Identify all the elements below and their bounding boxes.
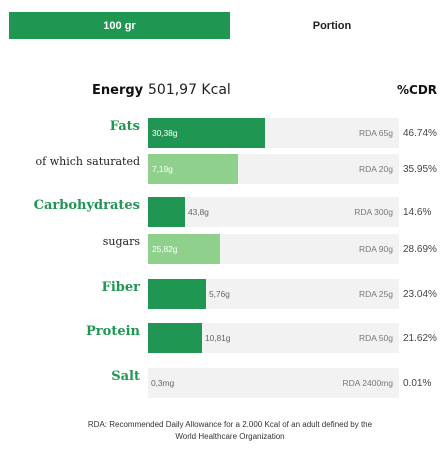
nutrient-label: of which saturated [35,155,140,168]
nutrient-bar-fill [148,154,238,184]
nutrient-label: sugars [102,235,140,248]
nutrient-label: Carbohydrates [33,198,140,213]
nutrient-amount: 43,8g [188,207,209,217]
nutrient-amount: 10,81g [205,333,231,343]
nutrient-bar-track: 5,76g RDA 25g [148,279,399,309]
nutrient-label: Fiber [101,280,140,295]
nutrient-amount: 30,38g [152,128,178,138]
energy-label: Energy [92,83,144,98]
nutrient-cdr-percent: 28.69% [403,243,437,255]
nutrient-row: Fiber 5,76g RDA 25g 23.04% [0,279,444,309]
nutrient-row: Fats 30,38g RDA 65g 46.74% [0,118,444,148]
nutrient-cdr-percent: 35.95% [403,163,437,175]
nutrient-bar-fill [148,279,206,309]
nutrient-rda: RDA 20g [358,164,393,174]
nutrient-row: sugars 25,82g RDA 90g 28.69% [0,234,444,264]
tab-portion[interactable]: Portion [230,12,434,39]
nutrient-label: Salt [111,369,140,384]
nutrient-row: Salt 0,3mg RDA 2400mg 0.01% [0,368,444,398]
nutrient-row: of which saturated 7,19g RDA 20g 35.95% [0,154,444,184]
nutrient-amount: 0,3mg [151,378,175,388]
nutrient-bar-track: 10,81g RDA 50g [148,323,399,353]
nutrient-bar-fill [148,197,185,227]
nutrient-bar-fill [148,323,202,353]
nutrient-bar-track: 30,38g RDA 65g [148,118,399,148]
nutrient-row: Protein 10,81g RDA 50g 21.62% [0,323,444,353]
nutrient-label: Protein [86,324,140,339]
footnote-line-2: World Healthcare Organization [175,432,285,441]
nutrient-rda: RDA 90g [358,244,393,254]
nutrient-rda: RDA 50g [358,333,393,343]
nutrient-cdr-percent: 0.01% [403,377,432,389]
nutrient-amount: 25,82g [152,244,178,254]
nutrient-bar-track: 7,19g RDA 20g [148,154,399,184]
nutrient-bar-fill [148,118,265,148]
nutrient-cdr-percent: 14.6% [403,206,432,218]
nutrient-amount: 5,76g [209,289,230,299]
nutrient-rda: RDA 65g [358,128,393,138]
rda-footnote: RDA: Recommended Daily Allowance for a 2… [60,419,400,443]
nutrient-bar-track: 43,8g RDA 300g [148,197,399,227]
footnote-line-1: RDA: Recommended Daily Allowance for a 2… [87,420,373,429]
nutrient-cdr-percent: 46.74% [403,127,437,139]
nutrient-amount: 7,19g [152,164,173,174]
nutrient-bar-fill [148,234,220,264]
nutrient-cdr-percent: 23.04% [403,288,437,300]
nutrient-rda: RDA 300g [354,207,393,217]
nutrient-cdr-percent: 21.62% [403,332,437,344]
nutrient-label: Fats [109,119,140,134]
tab-100-gr[interactable]: 100 gr [9,12,230,39]
nutrient-bar-track: 0,3mg RDA 2400mg [148,368,399,398]
portion-tabs: 100 gr Portion [9,12,434,39]
nutrient-row: Carbohydrates 43,8g RDA 300g 14.6% [0,197,444,227]
nutrient-rda: RDA 25g [358,289,393,299]
cdr-header: %CDR [397,83,438,97]
energy-value: 501,97 Kcal [148,82,231,98]
nutrient-rda: RDA 2400mg [342,378,393,388]
nutrient-bar-track: 25,82g RDA 90g [148,234,399,264]
